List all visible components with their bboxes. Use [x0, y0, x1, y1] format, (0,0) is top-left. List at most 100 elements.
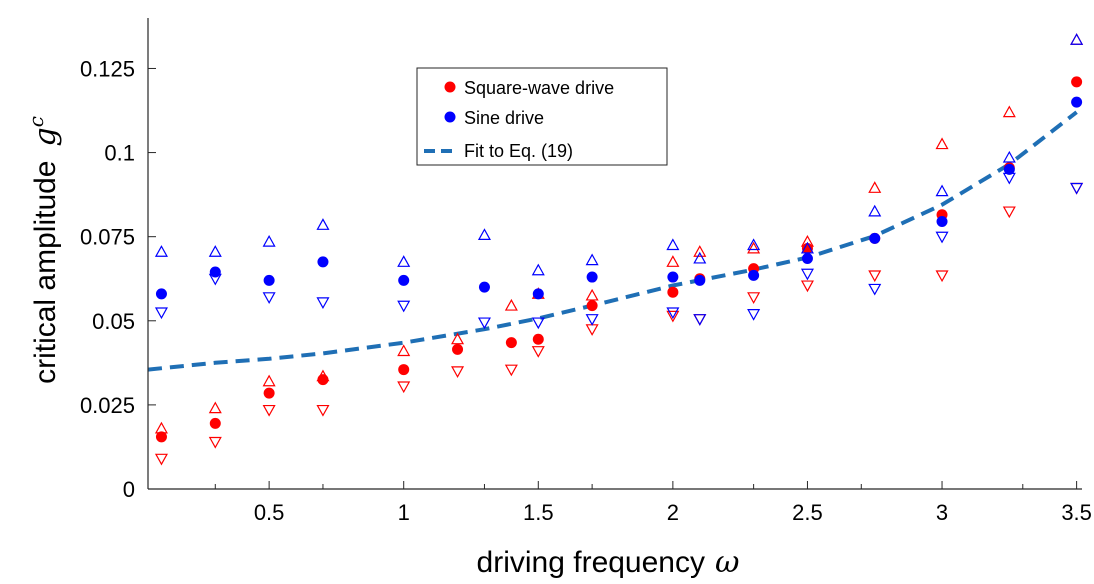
legend-label-fit: Fit to Eq. (19) — [464, 141, 573, 161]
data-point — [586, 300, 598, 312]
legend-box — [416, 67, 668, 166]
legend-label-square-wave: Square-wave drive — [464, 78, 614, 98]
x-axis-title: driving frequency ω — [477, 545, 740, 580]
lower-bound-marker — [316, 297, 330, 310]
lower-bound-marker — [262, 292, 276, 304]
data-point — [801, 253, 813, 265]
data-point — [1071, 76, 1083, 88]
data-point — [263, 274, 275, 286]
lower-bound-marker — [666, 310, 680, 323]
data-point — [155, 431, 167, 443]
upper-bound-marker — [693, 251, 707, 264]
lower-bound-marker — [935, 231, 949, 244]
data-point — [155, 288, 167, 300]
lower-bound-marker — [1070, 182, 1084, 195]
y-axis-title-superscript: c — [24, 116, 48, 127]
data-point — [532, 333, 544, 345]
legend: Square-wave drive Sine drive Fit to Eq. … — [416, 67, 668, 166]
series-sine — [154, 33, 1084, 330]
upper-bound-marker — [585, 253, 599, 266]
data-point — [209, 417, 221, 429]
upper-bound-marker — [868, 204, 882, 217]
upper-bound-marker — [747, 238, 761, 251]
data-point — [936, 216, 948, 228]
data-point — [748, 269, 760, 281]
lower-bound-marker — [935, 270, 949, 283]
lower-bound-marker — [800, 268, 814, 281]
lower-bound-marker — [666, 307, 680, 320]
data-point — [317, 374, 329, 386]
y-tick-label: 0.1 — [104, 141, 135, 166]
y-axis-title: critical amplitude gc — [24, 116, 63, 384]
lower-bound-marker — [531, 346, 545, 358]
upper-bound-marker — [747, 241, 761, 254]
legend-marker-square-wave — [444, 81, 456, 93]
lower-bound-marker — [800, 280, 814, 293]
lower-bound-marker — [397, 381, 411, 394]
x-axis-title-symbol: ω — [715, 545, 739, 580]
lower-bound-marker — [1002, 206, 1016, 219]
x-tick-label: 3.5 — [1061, 500, 1092, 525]
upper-bound-marker — [693, 245, 707, 257]
upper-bound-marker — [397, 255, 411, 267]
upper-bound-marker — [262, 374, 276, 387]
lower-bound-marker — [208, 436, 222, 449]
lower-bound-marker — [477, 317, 491, 330]
data-point — [263, 387, 275, 399]
y-tick-label: 0.05 — [92, 309, 135, 334]
upper-bound-marker — [397, 344, 411, 357]
upper-bound-marker — [477, 228, 491, 240]
data-point — [586, 271, 598, 283]
upper-bound-marker — [666, 238, 680, 251]
data-point — [532, 288, 544, 300]
lower-bound-marker — [451, 366, 465, 378]
x-tick-label: 1.5 — [523, 500, 554, 525]
axes — [147, 18, 1082, 490]
legend-marker-sine — [444, 111, 456, 123]
lower-bound-marker — [747, 309, 761, 321]
x-axis-title-text: driving frequency — [477, 546, 705, 579]
y-axis-title-symbol: g — [28, 127, 63, 146]
lower-bound-marker — [262, 404, 276, 417]
upper-bound-marker — [935, 137, 949, 150]
y-tick-label: 0.075 — [80, 225, 135, 250]
upper-bound-marker — [154, 245, 168, 257]
x-tick-label: 1 — [398, 500, 410, 525]
lower-bound-marker — [693, 314, 707, 326]
lower-bound-marker — [693, 314, 707, 326]
upper-bound-marker — [666, 255, 680, 267]
upper-bound-marker — [935, 184, 949, 197]
tick-labels: 0.5 1 1.5 2 2.5 3 3.5 0 0.025 0.05 0.075 0.1 0.125 — [80, 56, 1092, 525]
upper-bound-marker — [531, 263, 545, 276]
y-axis-title-text: critical amplitude — [29, 161, 62, 384]
x-tick-label: 2 — [667, 500, 679, 525]
lower-bound-marker — [154, 453, 168, 466]
upper-bound-marker — [504, 298, 518, 311]
data-point — [478, 281, 490, 293]
x-tick-label: 2.5 — [792, 500, 823, 525]
data-point — [398, 364, 410, 376]
lower-bound-marker — [868, 270, 882, 283]
data-point — [801, 242, 813, 254]
data-point — [505, 337, 517, 349]
plot-area — [147, 33, 1084, 466]
lower-bound-marker — [585, 324, 599, 336]
lower-bound-marker — [1070, 182, 1084, 195]
lower-bound-marker — [747, 292, 761, 304]
upper-bound-marker — [262, 234, 276, 247]
upper-bound-marker — [1070, 33, 1084, 45]
y-tick-label: 0 — [123, 477, 135, 502]
upper-bound-marker — [1002, 105, 1016, 118]
upper-bound-marker — [868, 181, 882, 193]
lower-bound-marker — [868, 283, 882, 296]
data-point — [694, 274, 706, 286]
upper-bound-marker — [208, 401, 222, 414]
legend-label-sine: Sine drive — [464, 108, 544, 128]
data-point — [317, 256, 329, 268]
data-point — [869, 232, 881, 244]
upper-bound-marker — [451, 332, 465, 345]
lower-bound-marker — [154, 307, 168, 320]
lower-bound-marker — [397, 300, 411, 313]
data-point — [209, 266, 221, 278]
